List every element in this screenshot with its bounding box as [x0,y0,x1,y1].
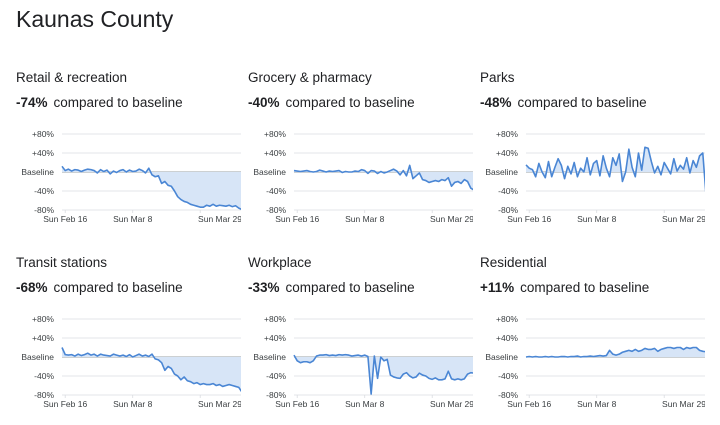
x-tick-label: Sun Feb 16 [43,214,87,224]
series-area [294,165,473,190]
y-tick-label: +40% [496,148,518,158]
x-tick-label: Sun Mar 8 [113,214,152,224]
percent-change: -48% [480,95,512,110]
chart-grocery-pharmacy: +80% +40% Baseline -40% -80%Sun Feb 16 Sun Ma… [253,129,473,224]
y-tick-label: -40% [498,371,518,381]
y-tick-label: +80% [32,129,54,139]
compared-label: compared to baseline [53,280,183,295]
compared-label: compared to baseline [53,95,183,110]
panel-title: Parks [480,70,515,85]
panel-title: Workplace [248,255,312,270]
y-tick-label: Baseline [21,352,54,362]
x-tick-label: Sun Feb 16 [43,399,87,409]
y-tick-label: Baseline [485,352,518,362]
chart-transit-stations: +80% +40% Baseline -40% -80%Sun Feb 16 Sun Ma… [21,314,241,409]
panel-stat: -74% compared to baseline [16,95,183,110]
y-tick-label: +80% [264,129,286,139]
y-tick-label: +40% [496,333,518,343]
series-line [293,353,473,395]
panel-stat: -48% compared to baseline [480,95,647,110]
x-tick-label: Sun Mar 29 [430,214,473,224]
panel-residential: Residential +11% compared to baseline +80… [480,255,705,425]
panel-workplace: Workplace -33% compared to baseline +80% +… [248,255,473,425]
panel-stat: -33% compared to baseline [248,280,415,295]
compared-label: compared to baseline [285,280,415,295]
y-tick-label: -40% [34,371,54,381]
y-tick-label: +40% [264,333,286,343]
x-tick-label: Sun Mar 8 [345,399,384,409]
y-tick-label: -80% [498,390,518,400]
x-tick-label: Sun Feb 16 [507,399,551,409]
y-tick-label: +40% [32,148,54,158]
panel-stat: +11% compared to baseline [480,280,649,295]
chart-parks: +80% +40% Baseline -40% -80%Sun Feb 16 Sun Ma… [485,129,705,224]
series-area [62,166,241,210]
x-tick-label: Sun Mar 29 [198,399,241,409]
y-tick-label: -80% [34,390,54,400]
panel-stat: -40% compared to baseline [248,95,415,110]
y-tick-label: +80% [32,314,54,324]
y-tick-label: +80% [496,314,518,324]
y-tick-label: -80% [34,205,54,215]
x-tick-label: Sun Mar 8 [577,399,616,409]
series-line [525,346,705,358]
panel-parks: Parks -48% compared to baseline +80% +40% B… [480,70,705,240]
percent-change: -33% [248,280,280,295]
y-tick-label: -40% [498,186,518,196]
y-tick-label: -80% [498,205,518,215]
x-tick-label: Sun Mar 8 [113,399,152,409]
panel-stat: -68% compared to baseline [16,280,183,295]
page-title: Kaunas County [16,6,174,32]
compared-label: compared to baseline [285,95,415,110]
y-tick-label: +80% [264,314,286,324]
series-line [61,347,241,393]
panel-transit-stations: Transit stations -68% compared to baselin… [16,255,241,425]
compared-label: compared to baseline [517,95,647,110]
y-tick-label: -80% [266,390,286,400]
y-tick-label: Baseline [485,167,518,177]
x-tick-label: Sun Mar 8 [577,214,616,224]
y-tick-label: +80% [496,129,518,139]
x-tick-label: Sun Feb 16 [507,214,551,224]
panel-title: Retail & recreation [16,70,128,85]
panel-grocery-pharmacy: Grocery & pharmacy -40% compared to basel… [248,70,473,240]
y-tick-label: Baseline [253,167,286,177]
y-tick-label: Baseline [21,167,54,177]
x-tick-label: Sun Feb 16 [275,214,319,224]
series-line [61,165,241,210]
y-tick-label: -40% [266,186,286,196]
x-tick-label: Sun Mar 29 [662,399,705,409]
chart-residential: +80% +40% Baseline -40% -80%Sun Feb 16 Sun Ma… [485,314,705,409]
x-tick-label: Sun Mar 29 [430,399,473,409]
x-tick-label: Sun Mar 29 [198,214,241,224]
percent-change: -40% [248,95,280,110]
x-tick-label: Sun Feb 16 [275,399,319,409]
percent-change: -68% [16,280,48,295]
x-tick-label: Sun Mar 29 [662,214,705,224]
x-tick-label: Sun Mar 8 [345,214,384,224]
chart-workplace: +80% +40% Baseline -40% -80%Sun Feb 16 Sun Ma… [253,314,473,409]
panel-retail-recreation: Retail & recreation -74% compared to base… [16,70,241,240]
y-tick-label: Baseline [253,352,286,362]
y-tick-label: -80% [266,205,286,215]
panel-title: Grocery & pharmacy [248,70,372,85]
series-line [293,164,473,191]
series-area [62,347,241,391]
y-tick-label: -40% [266,371,286,381]
y-tick-label: +40% [264,148,286,158]
y-tick-label: -40% [34,186,54,196]
series-area [294,354,473,395]
chart-retail-recreation: +80% +40% Baseline -40% -80%Sun Feb 16 Sun Ma… [21,129,241,224]
percent-change: -74% [16,95,48,110]
panel-title: Residential [480,255,547,270]
panel-title: Transit stations [16,255,108,270]
series-line [525,146,705,193]
compared-label: compared to baseline [520,280,650,295]
percent-change: +11% [480,280,515,295]
y-tick-label: +40% [32,333,54,343]
